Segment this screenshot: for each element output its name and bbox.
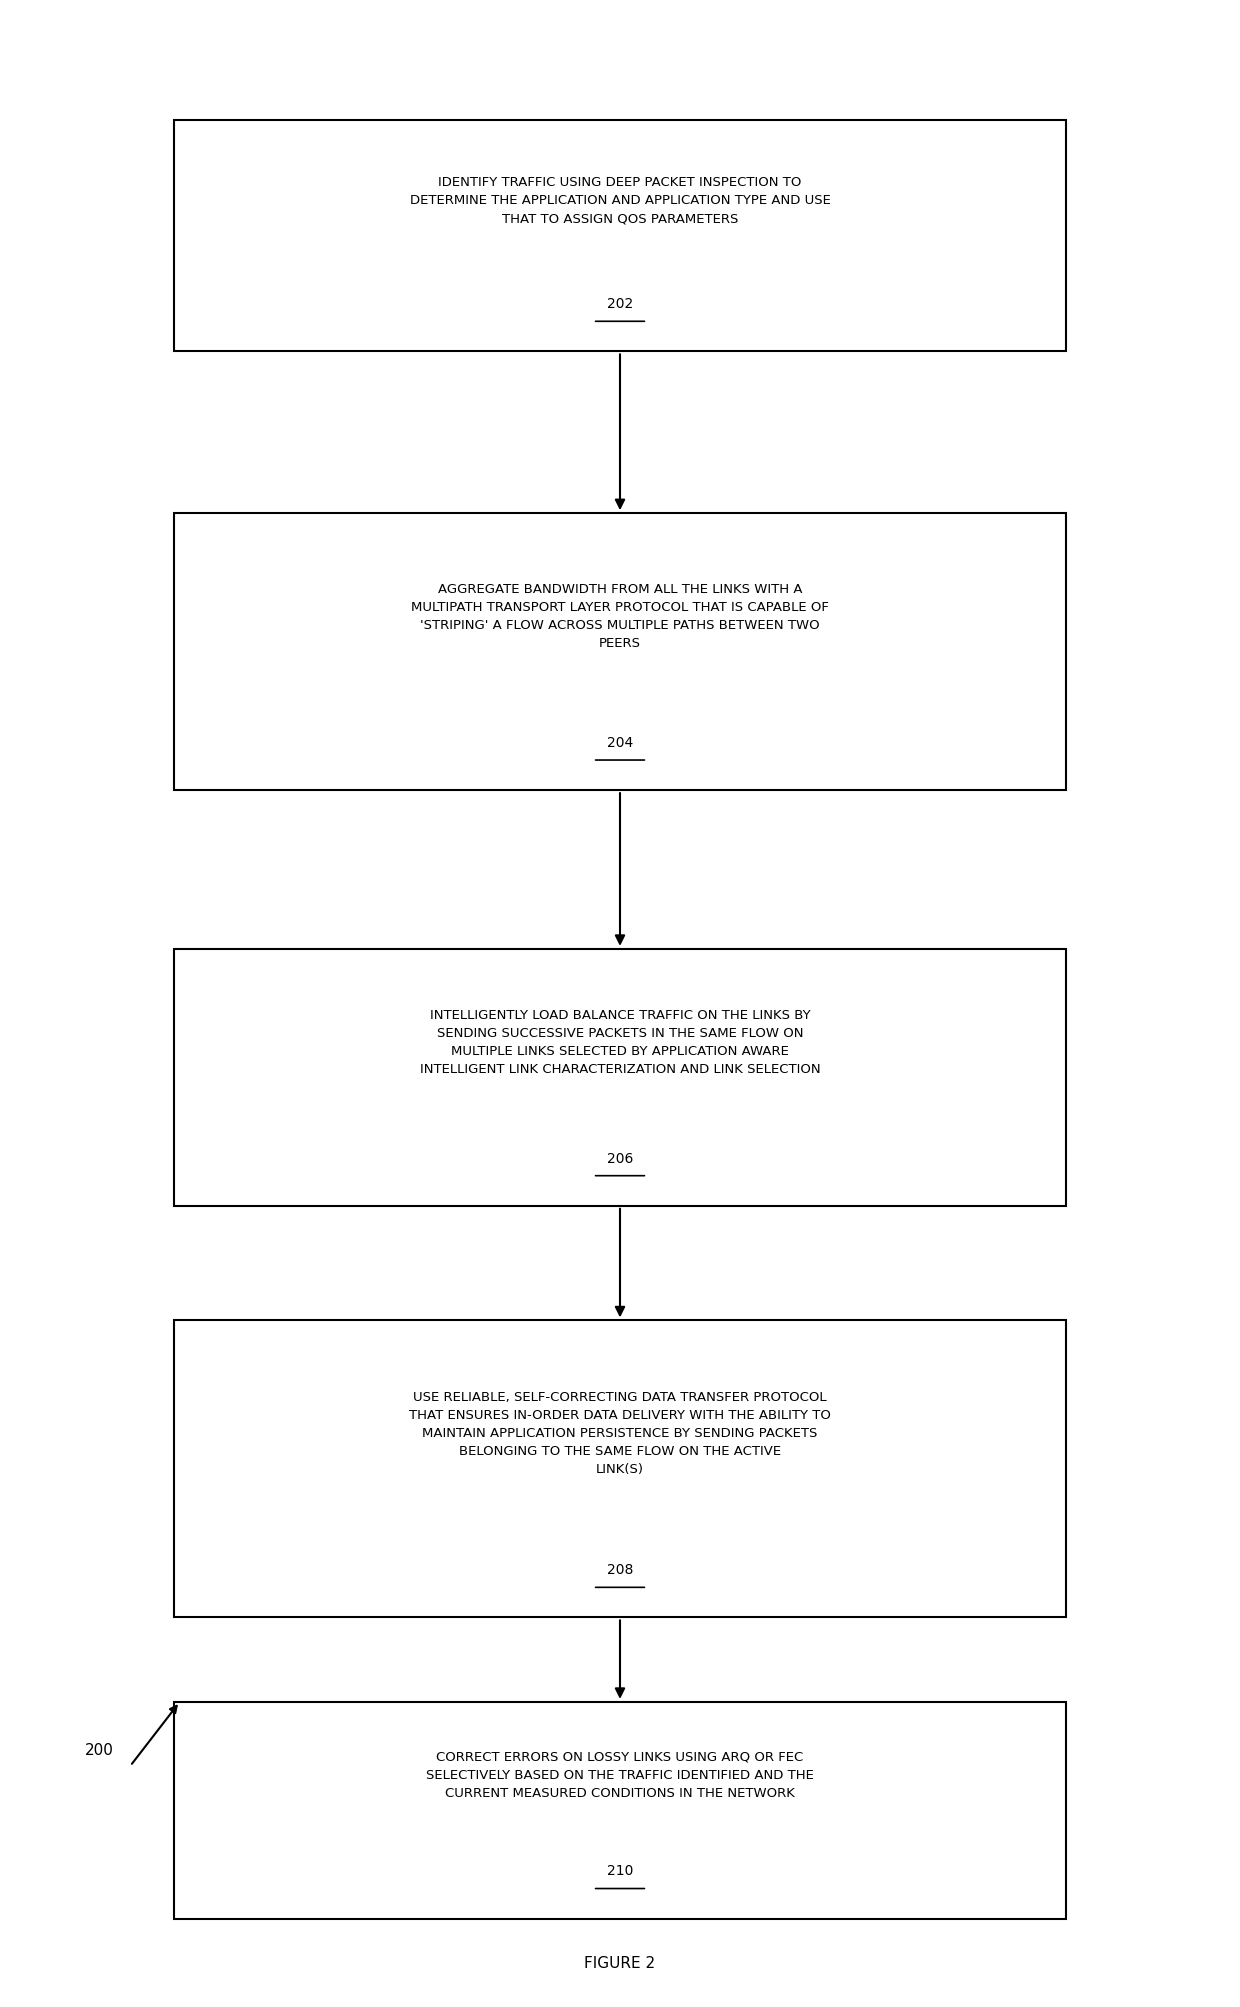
Text: 210: 210 (606, 1865, 634, 1877)
Text: 208: 208 (606, 1563, 634, 1575)
FancyBboxPatch shape (174, 514, 1066, 791)
Text: CORRECT ERRORS ON LOSSY LINKS USING ARQ OR FEC
SELECTIVELY BASED ON THE TRAFFIC : CORRECT ERRORS ON LOSSY LINKS USING ARQ … (427, 1750, 813, 1798)
Text: 206: 206 (606, 1152, 634, 1164)
Text: 204: 204 (606, 737, 634, 749)
Text: 200: 200 (84, 1742, 114, 1758)
Text: FIGURE 2: FIGURE 2 (584, 1955, 656, 1971)
FancyBboxPatch shape (174, 949, 1066, 1206)
FancyBboxPatch shape (174, 1702, 1066, 1919)
Text: AGGREGATE BANDWIDTH FROM ALL THE LINKS WITH A
MULTIPATH TRANSPORT LAYER PROTOCOL: AGGREGATE BANDWIDTH FROM ALL THE LINKS W… (412, 582, 828, 650)
Text: USE RELIABLE, SELF-CORRECTING DATA TRANSFER PROTOCOL
THAT ENSURES IN-ORDER DATA : USE RELIABLE, SELF-CORRECTING DATA TRANS… (409, 1391, 831, 1475)
Text: 202: 202 (606, 297, 634, 311)
Text: IDENTIFY TRAFFIC USING DEEP PACKET INSPECTION TO
DETERMINE THE APPLICATION AND A: IDENTIFY TRAFFIC USING DEEP PACKET INSPE… (409, 177, 831, 225)
FancyBboxPatch shape (174, 1321, 1066, 1618)
Text: INTELLIGENTLY LOAD BALANCE TRAFFIC ON THE LINKS BY
SENDING SUCCESSIVE PACKETS IN: INTELLIGENTLY LOAD BALANCE TRAFFIC ON TH… (419, 1008, 821, 1076)
FancyBboxPatch shape (174, 120, 1066, 353)
